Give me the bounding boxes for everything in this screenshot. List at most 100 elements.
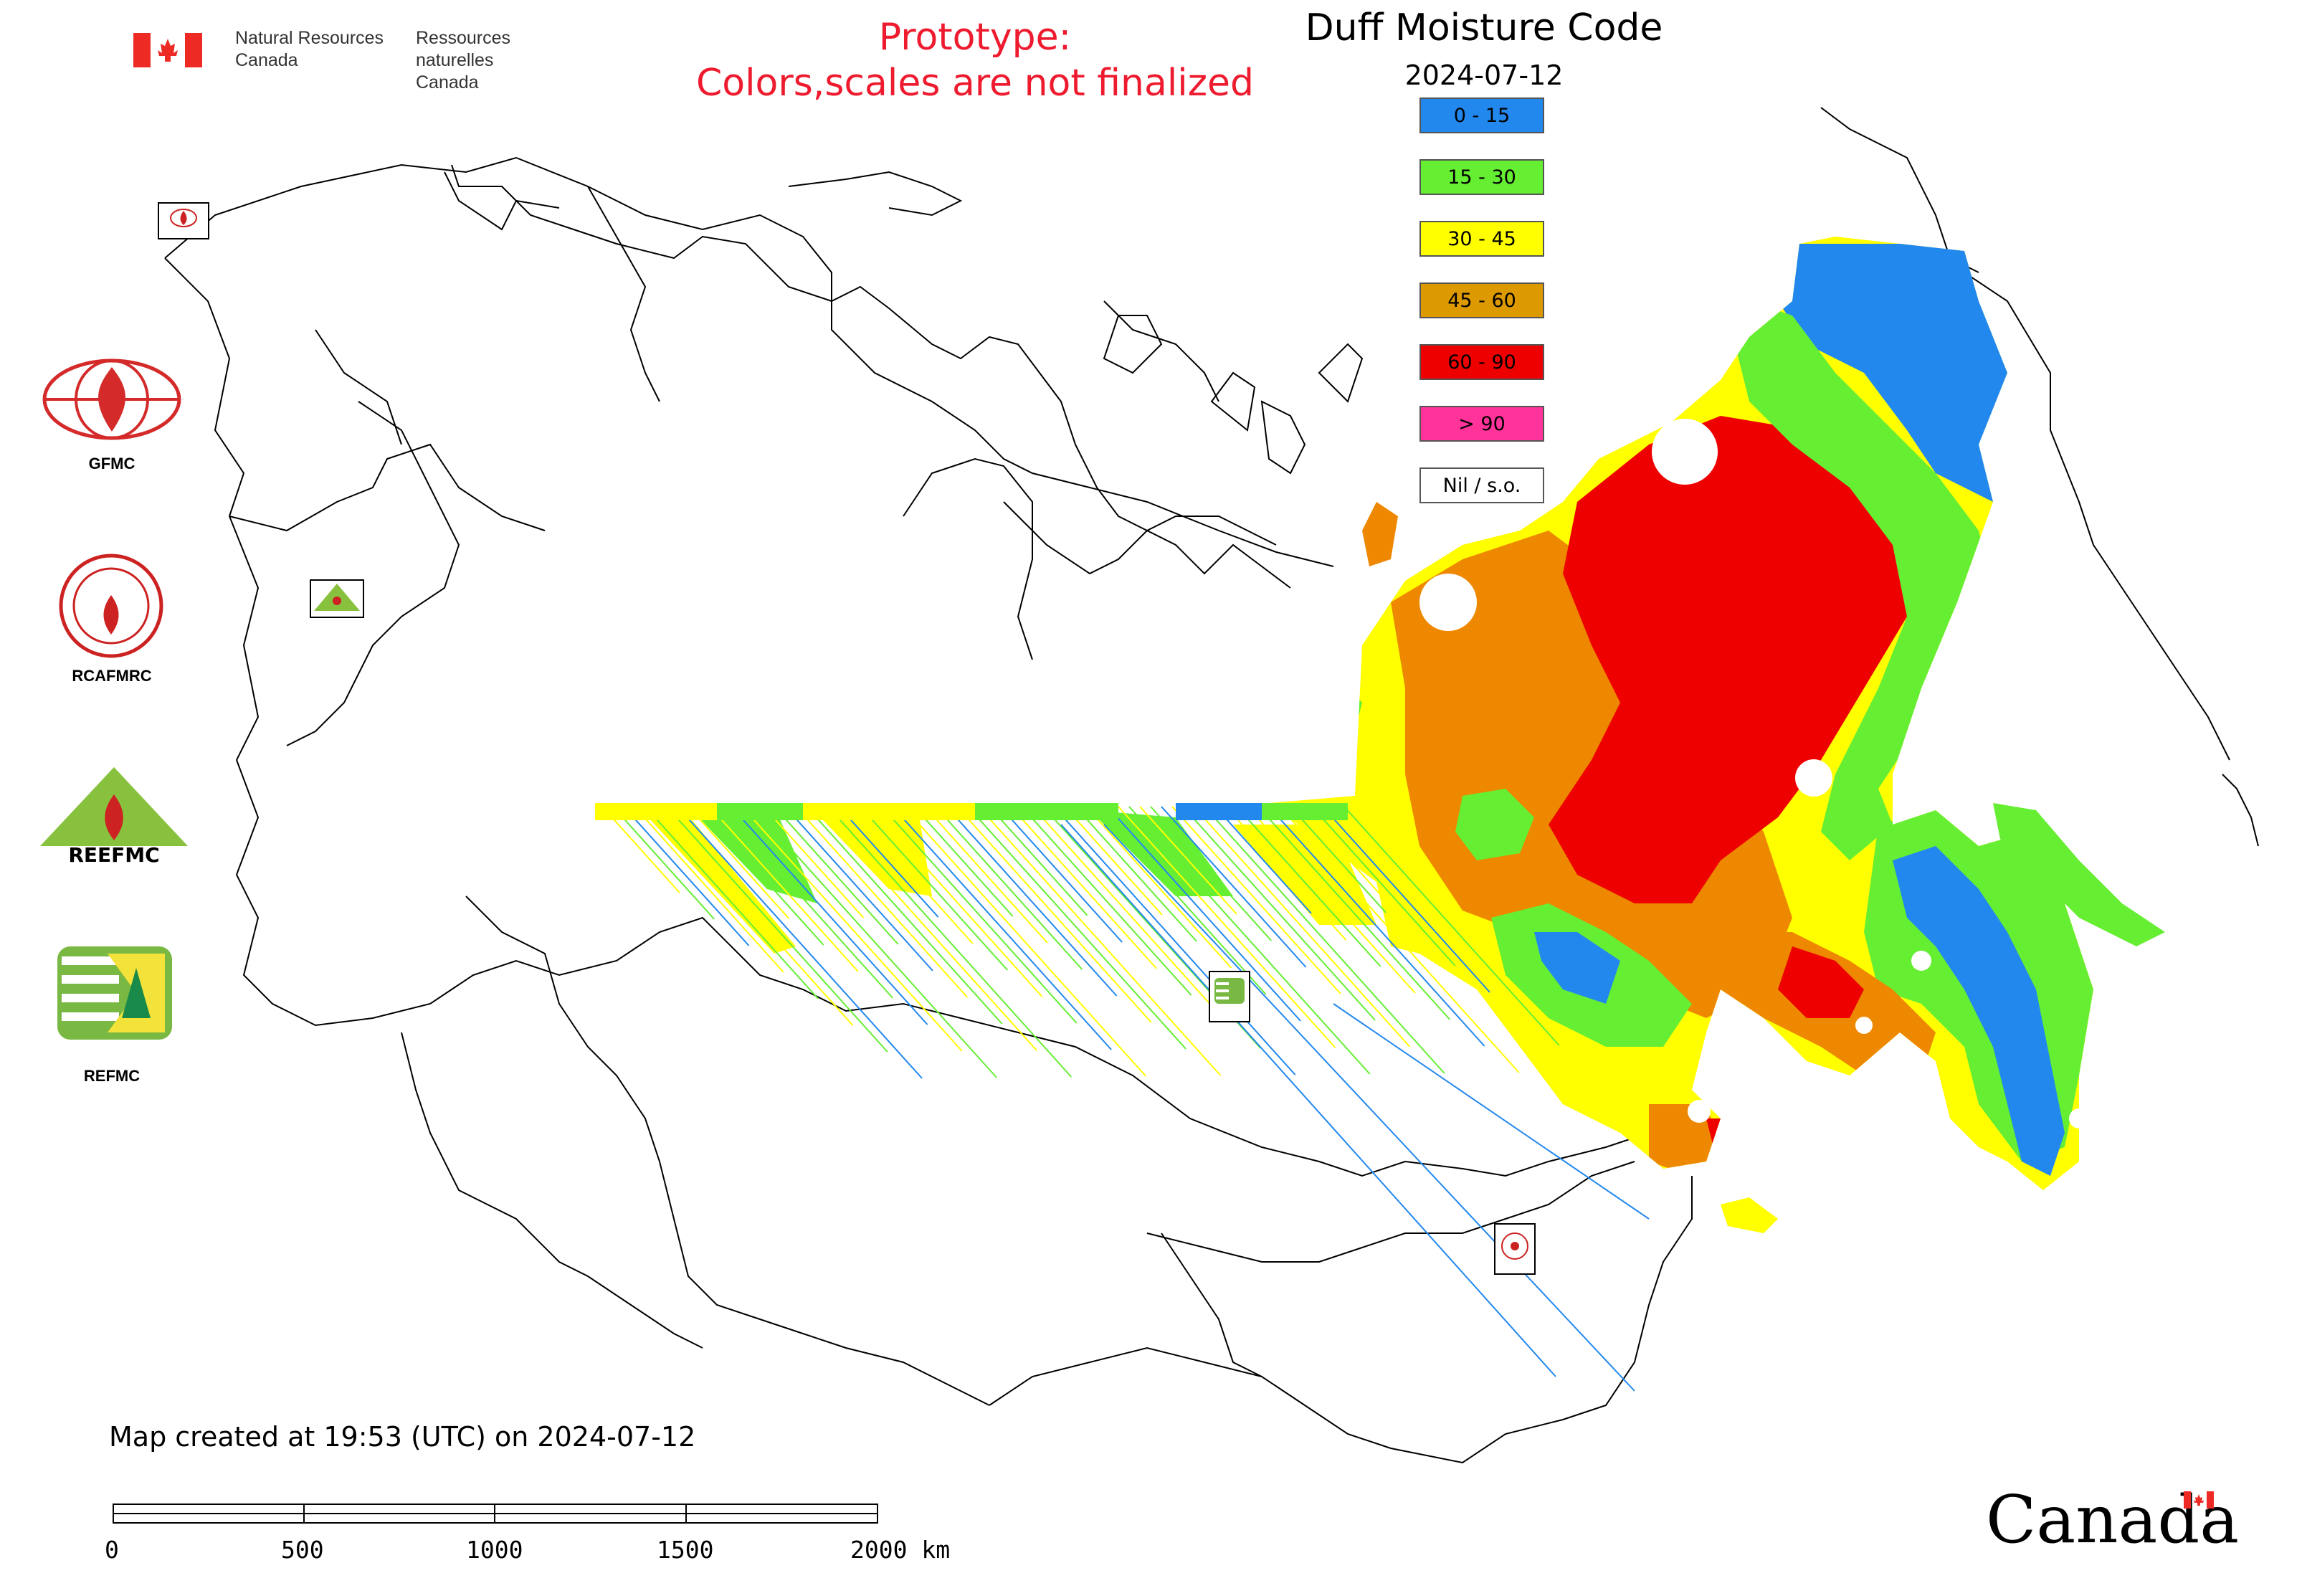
legend-item: > 90	[1419, 406, 1544, 442]
streak-line	[1193, 806, 1411, 1048]
svg-text:REEFMC: REEFMC	[68, 843, 159, 866]
streak-line	[709, 806, 859, 972]
streak-line	[806, 806, 1003, 1025]
swath-edge-strip	[717, 803, 803, 820]
streak-line	[1343, 806, 1560, 1046]
gfmc-small-logo	[158, 202, 209, 239]
streak-line	[1204, 806, 1445, 1074]
streak-line	[666, 806, 888, 1053]
streak-line	[795, 806, 969, 998]
reefmc-logo: REEFMC	[40, 767, 188, 866]
dmc-data-raster	[1269, 237, 2093, 1190]
streak-line	[1032, 806, 1227, 1022]
streak-line	[892, 806, 1112, 1050]
agency-name-en: Natural Resources Canada	[235, 28, 384, 70]
arctic-coastline	[451, 107, 2259, 847]
streak-line	[688, 806, 790, 919]
streak-line	[1060, 824, 1556, 1377]
rcafmrc-label: RCAFMRC	[72, 667, 152, 685]
scale-label-1500: 1500	[657, 1536, 714, 1564]
streak-line	[817, 806, 1037, 1051]
streak-line	[1064, 806, 1163, 916]
streak-line	[838, 806, 939, 918]
streak-line	[903, 806, 1147, 1077]
map-created-timestamp: Map created at 19:53 (UTC) on 2024-07-12	[109, 1421, 696, 1453]
streak-line	[677, 806, 923, 1079]
streak-line	[967, 806, 1186, 1050]
streak-line	[1075, 806, 1197, 942]
streak-line	[913, 806, 1014, 917]
streak-line	[881, 806, 1078, 1024]
streak-line	[1290, 806, 1387, 913]
streak-line	[1118, 806, 1336, 1048]
canada-wordmark: Canada	[1986, 1481, 2240, 1558]
gfmc-logo	[42, 358, 181, 440]
swath-edge-strip	[975, 803, 1118, 820]
country-borders	[164, 156, 1693, 1464]
streak-line	[763, 806, 865, 918]
streak-line	[1322, 806, 1490, 993]
swath-edge-strip	[1262, 803, 1348, 820]
refmc-label: REFMC	[83, 1067, 141, 1085]
streak-line	[1139, 806, 1237, 915]
legend-item: Nil / s.o.	[1419, 467, 1544, 503]
map-date: 2024-07-12	[1404, 60, 1564, 91]
map-title: Duff Moisture Code	[1305, 6, 1663, 49]
sakhalin-island	[1993, 803, 2165, 946]
streak-line	[720, 806, 894, 999]
streak-line	[870, 806, 1043, 997]
swath-streak-lines	[595, 803, 1650, 1392]
streak-line	[1103, 824, 1635, 1392]
streak-line	[645, 806, 819, 999]
streak-line	[924, 806, 1048, 944]
streak-line	[978, 806, 1222, 1076]
nil-data-holes	[1419, 419, 2089, 1129]
streak-line	[752, 806, 997, 1078]
streak-line	[1333, 806, 1526, 1020]
prototype-warning: Prototype: Colors,scales are not finaliz…	[695, 16, 1255, 105]
streak-line	[612, 806, 715, 920]
streak-line	[784, 806, 933, 972]
scale-bar	[113, 1504, 878, 1524]
scale-label-500: 500	[281, 1536, 324, 1564]
gfmc-label: GFMC	[88, 455, 135, 472]
streak-line	[935, 806, 1083, 970]
streak-line	[1214, 806, 1312, 914]
legend-item: 15 - 30	[1419, 159, 1544, 195]
scale-label-0: 0	[105, 1536, 119, 1564]
streak-line	[1096, 806, 1267, 995]
streak-line	[1300, 806, 1422, 940]
streak-line	[1311, 806, 1456, 966]
legend-item: 45 - 60	[1419, 282, 1544, 318]
streak-line	[849, 806, 974, 944]
streak-line	[946, 806, 1118, 997]
streak-line	[1085, 806, 1232, 969]
streak-line	[1171, 806, 1341, 994]
streak-line	[698, 806, 824, 946]
wordmark-flag-icon	[2184, 1491, 2214, 1509]
streak-line	[1128, 806, 1371, 1075]
streak-line	[1150, 806, 1273, 941]
reefmc-small-logo	[310, 579, 364, 618]
streak-line	[774, 806, 899, 945]
scale-label-2000: 2000 km	[850, 1536, 951, 1564]
rcafmrc-small-logo	[1494, 1223, 1536, 1275]
rcafmrc-logo	[59, 554, 163, 658]
legend-item: 30 - 45	[1419, 221, 1544, 257]
streak-line	[1182, 806, 1376, 1021]
streak-line	[1225, 806, 1347, 941]
streak-line	[956, 806, 1152, 1023]
streak-line	[1021, 806, 1192, 996]
small-island	[1721, 1197, 1778, 1233]
nrcan-signature: Natural Resources Canada Ressources natu…	[133, 27, 592, 92]
swath-edge-strip	[1176, 803, 1262, 820]
agency-name-fr: Ressources naturelles Canada	[416, 28, 510, 92]
streak-line	[1279, 806, 1520, 1073]
legend-item: 60 - 90	[1419, 344, 1544, 380]
streak-line	[1257, 806, 1451, 1020]
refmc-logo	[57, 946, 172, 1040]
streak-line	[860, 806, 1008, 971]
refmc-small-logo	[1209, 971, 1250, 1022]
canada-flag-icon	[133, 33, 202, 67]
